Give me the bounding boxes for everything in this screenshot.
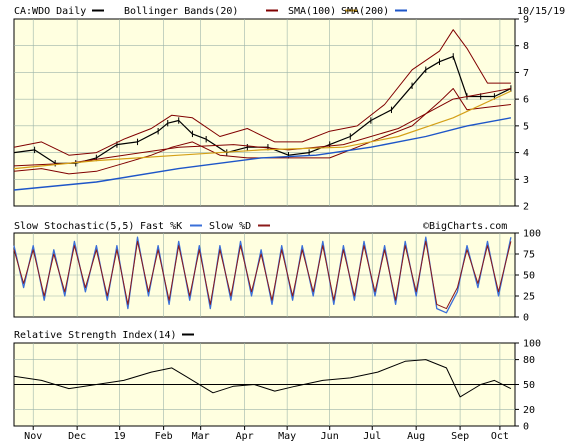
x-axis-label: Nov <box>24 431 42 442</box>
rsi-y-tick-label: 50 <box>523 380 535 391</box>
rsi-y-tick-label: 80 <box>523 355 535 366</box>
x-axis-label: 19 <box>114 431 126 442</box>
x-axis-label: Oct <box>491 431 509 442</box>
price-y-tick-label: 7 <box>523 68 529 79</box>
fast-k-legend-label: Fast %K <box>140 221 182 232</box>
rsi-series <box>13 359 512 398</box>
sma100-legend-label: SMA(100) <box>288 6 336 17</box>
price-y-tick-label: 5 <box>523 121 529 132</box>
x-axis-label: Jun <box>321 431 339 442</box>
series-line-fast-k <box>13 236 512 314</box>
price-y-tick-label: 6 <box>523 95 529 106</box>
rsi-y-tick-label: 20 <box>523 405 535 416</box>
x-axis-labels: Nov Dec 19 Feb Mar Apr May Jun Jul Aug Sep Oct <box>24 426 509 442</box>
symbol-label: CA:WDO Daily <box>14 6 86 17</box>
price-panel-frame <box>13 18 516 207</box>
stochastic-y-tick-label: 75 <box>523 250 535 261</box>
stochastic-title: Slow Stochastic(5,5) <box>14 221 134 232</box>
chart-header: CA:WDO Daily Bollinger Bands(20) SMA(100… <box>14 6 565 17</box>
price-y-ticks: 2 3 4 5 6 7 8 9 <box>515 15 529 213</box>
stochastic-y-tick-label: 25 <box>523 292 535 303</box>
rsi-title: Relative Strength Index(14) <box>14 330 177 341</box>
price-y-tick-label: 4 <box>523 148 529 159</box>
slow-d-legend-label: Slow %D <box>209 221 251 232</box>
x-axis-label: Mar <box>192 431 210 442</box>
stochastic-y-tick-label: 100 <box>523 229 541 240</box>
price-panel: 2 3 4 5 6 7 8 9 <box>13 15 529 213</box>
stochastic-header: Slow Stochastic(5,5) Fast %K Slow %D ©Bi… <box>14 221 507 232</box>
x-axis-label: Sep <box>451 431 469 442</box>
watermark: ©BigCharts.com <box>423 221 507 232</box>
series-line-sma-100 <box>13 88 511 167</box>
rsi-y-tick-label: 100 <box>523 339 541 350</box>
price-y-tick-label: 2 <box>523 202 529 213</box>
date-label: 10/15/19 <box>517 6 565 17</box>
stochastic-y-ticks: 0 25 50 75 100 <box>515 229 541 324</box>
series-line-sma-200-blue <box>13 117 512 191</box>
rsi-panel: 0 20 50 80 100 <box>13 339 541 433</box>
price-y-tick-label: 8 <box>523 41 529 52</box>
price-y-tick-label: 9 <box>523 15 529 26</box>
series-line-bollinger-bands-20-upper <box>13 29 511 156</box>
rsi-y-ticks: 0 20 50 80 100 <box>515 339 541 433</box>
x-axis-label: Feb <box>155 431 173 442</box>
stochastic-panel: 0 25 50 75 100 <box>13 229 541 324</box>
series-line-sma-200 <box>13 90 512 170</box>
price-y-tick-label: 3 <box>523 175 529 186</box>
series-line-slow-d <box>13 240 512 310</box>
x-axis-label: May <box>278 431 296 442</box>
stochastic-y-tick-label: 0 <box>523 313 529 324</box>
rsi-header: Relative Strength Index(14) <box>14 330 194 341</box>
series-line-relative-strength-index-14 <box>13 359 512 398</box>
price-series <box>13 29 512 191</box>
x-axis-label: Aug <box>407 431 425 442</box>
x-axis-label: Jul <box>363 431 381 442</box>
stochastic-y-tick-label: 50 <box>523 271 535 282</box>
x-axis-label: Apr <box>236 431 254 442</box>
stochastic-series <box>13 236 512 314</box>
sma200-legend-label: SMA(200) <box>341 6 389 17</box>
rsi-y-tick-label: 0 <box>523 422 529 433</box>
bollinger-legend-label: Bollinger Bands(20) <box>124 6 238 17</box>
x-axis-label: Dec <box>68 431 86 442</box>
